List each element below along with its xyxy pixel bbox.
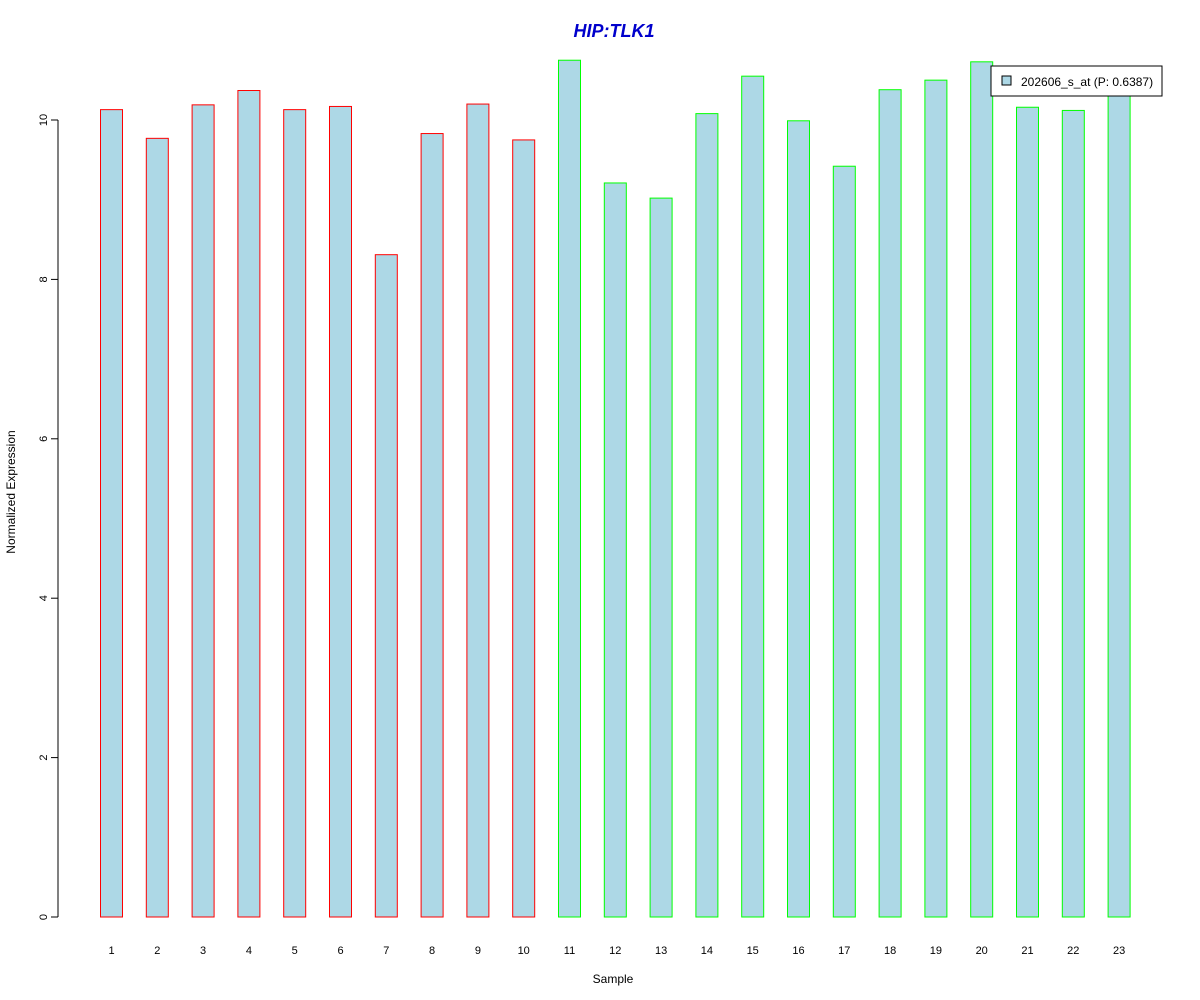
- x-axis: 1 2 3 4 5 6 7 8 9 10 11 12 13 14 15 16 17 18 19 20 21 22 23: [108, 945, 1125, 957]
- bar-sample-6: [329, 105, 352, 918]
- bar-sample-12: [603, 182, 627, 918]
- bar-sample-18: [878, 89, 902, 918]
- x-tick-label: 17: [838, 945, 850, 957]
- bar-sample-22: [1061, 109, 1085, 918]
- y-tick-label: 4: [38, 595, 50, 601]
- bar-sample-21: [1016, 106, 1039, 918]
- x-tick-label: 10: [518, 945, 530, 957]
- x-tick-label: 12: [609, 945, 621, 957]
- bar-sample-4: [237, 90, 261, 918]
- bar-sample-23: [1107, 79, 1131, 918]
- bar-sample-5: [283, 109, 307, 918]
- bar-sample-1: [100, 109, 123, 918]
- legend-label: 202606_s_at (P: 0.6387): [1021, 75, 1153, 89]
- y-tick-label: 8: [38, 276, 50, 282]
- x-axis-label: Sample: [593, 972, 634, 986]
- x-tick-label: 11: [564, 945, 575, 957]
- bar-sample-14: [695, 113, 719, 918]
- chart-title: HIP:TLK1: [574, 21, 655, 41]
- legend-box: [990, 65, 1163, 97]
- legend: 202606_s_at (P: 0.6387): [990, 65, 1163, 97]
- bar-sample-7: [374, 254, 398, 918]
- x-tick-label: 8: [429, 945, 435, 957]
- bar-sample-3: [191, 104, 215, 918]
- x-tick-label: 14: [701, 945, 713, 957]
- legend-swatch: [1001, 75, 1012, 86]
- x-tick-label: 5: [292, 945, 298, 957]
- x-tick-label: 21: [1021, 945, 1033, 957]
- x-tick-label: 6: [337, 945, 343, 957]
- bar-sample-8: [420, 133, 444, 918]
- bar-sample-19: [924, 79, 948, 918]
- x-tick-label: 2: [154, 945, 160, 957]
- y-tick-label: 10: [38, 114, 50, 126]
- x-tick-label: 18: [884, 945, 896, 957]
- y-tick-label: 0: [38, 914, 50, 920]
- x-tick-label: 1: [108, 945, 114, 957]
- bar-sample-2: [145, 137, 169, 918]
- bar-sample-9: [466, 103, 490, 918]
- bar-sample-11: [558, 59, 581, 918]
- x-tick-label: 22: [1067, 945, 1079, 957]
- x-tick-label: 4: [246, 945, 252, 957]
- x-tick-label: 16: [792, 945, 804, 957]
- bar-sample-20: [970, 61, 994, 918]
- x-tick-label: 3: [200, 945, 206, 957]
- bar-sample-17: [832, 165, 856, 918]
- y-axis: 0 2 4 6 8 10: [38, 114, 59, 920]
- x-tick-label: 19: [930, 945, 942, 957]
- x-tick-label: 23: [1113, 945, 1125, 957]
- bars-group: [100, 59, 1131, 918]
- x-tick-label: 15: [747, 945, 759, 957]
- bar-sample-13: [649, 197, 673, 918]
- x-tick-label: 7: [383, 945, 389, 957]
- y-tick-label: 6: [38, 436, 50, 442]
- x-tick-label: 9: [475, 945, 481, 957]
- bar-sample-16: [787, 120, 810, 918]
- y-axis-label: Normalized Expression: [4, 430, 18, 553]
- bar-sample-15: [741, 75, 765, 918]
- x-tick-label: 20: [976, 945, 988, 957]
- x-tick-label: 13: [655, 945, 667, 957]
- y-tick-label: 2: [38, 755, 50, 761]
- bar-sample-10: [512, 139, 536, 918]
